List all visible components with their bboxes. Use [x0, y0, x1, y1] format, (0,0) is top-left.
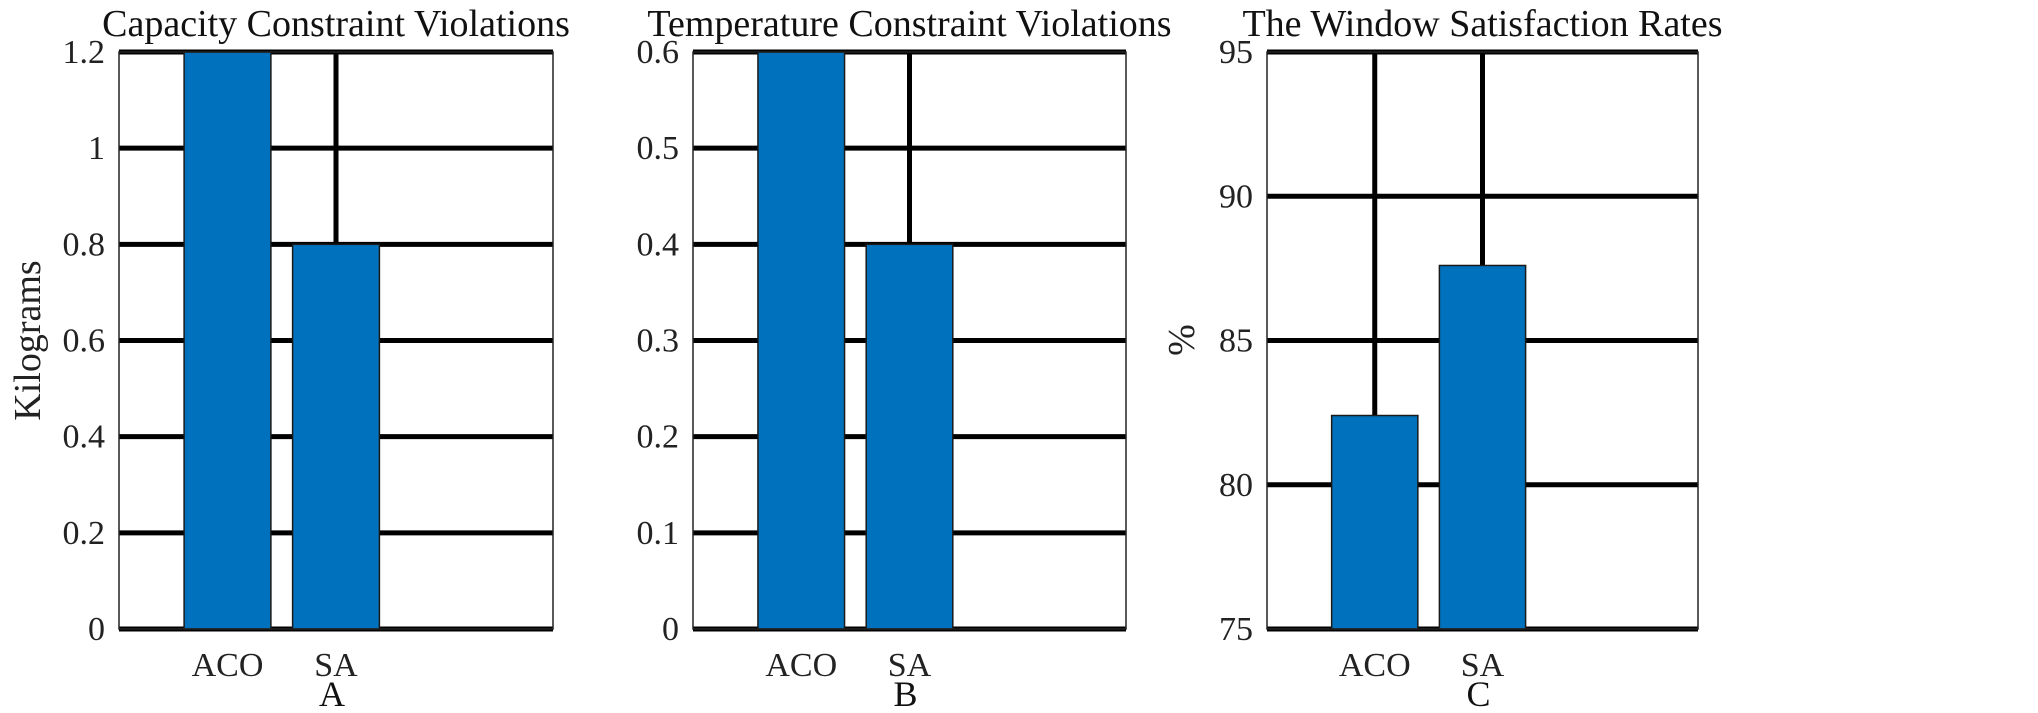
x-tick-label: SA	[314, 647, 358, 684]
y-tick-label: 0.2	[637, 419, 680, 456]
chart-title: Capacity Constraint Violations	[102, 3, 570, 45]
bar-sa	[291, 243, 381, 630]
y-tick-label: 0.6	[637, 34, 680, 71]
y-tick-label: 1.2	[63, 34, 106, 71]
y-axis-label: Kilograms	[7, 260, 49, 420]
y-tick-label: 85	[1219, 323, 1253, 360]
chart-panel-c: 75 80 85 90 95 ACO SA The Window Satisfaction R…	[1161, 3, 1723, 713]
bar-sa	[1438, 264, 1527, 630]
x-tick-label: ACO	[1339, 647, 1411, 684]
y-tick-label: 0.1	[637, 515, 680, 552]
x-axis-label: A	[319, 674, 345, 713]
y-tick-label: 0.8	[63, 226, 106, 263]
y-tick-label: 90	[1219, 178, 1253, 215]
bar-aco	[757, 51, 846, 630]
y-tick-label: 75	[1219, 611, 1253, 648]
y-tick-label: 0.4	[637, 226, 680, 263]
chart-title: Temperature Constraint Violations	[647, 3, 1171, 45]
y-tick-label: 0.5	[637, 130, 680, 167]
x-tick-label: SA	[1461, 647, 1505, 684]
y-tick-label: 0.3	[637, 323, 680, 360]
y-tick-label: 0.2	[63, 515, 106, 552]
y-tick-label: 0.6	[63, 323, 106, 360]
x-axis-label: B	[893, 674, 917, 713]
chart-panel-a: 0 0.2 0.4 0.6 0.8 1 1.2 ACO SA Capacity Constrain…	[7, 3, 570, 713]
bar-aco	[1330, 414, 1419, 630]
chart-title: The Window Satisfaction Rates	[1242, 3, 1722, 45]
y-tick-label: 1	[88, 130, 105, 167]
chart-panel-b: 0 0.1 0.2 0.3 0.4 0.5 0.6 ACO SA Temperature Cons…	[637, 3, 1172, 713]
axes-box	[1266, 51, 1699, 630]
y-axis-label: %	[1161, 324, 1203, 356]
x-tick-label: ACO	[765, 647, 837, 684]
y-tick-label: 0	[662, 611, 679, 648]
bar-aco	[183, 51, 272, 630]
y-tick-label: 95	[1219, 34, 1253, 71]
x-axis-label: C	[1466, 674, 1490, 713]
axes-box	[118, 51, 554, 630]
bar-sa	[865, 243, 954, 630]
x-tick-label: SA	[888, 647, 932, 684]
x-tick-label: ACO	[192, 647, 264, 684]
y-tick-label: 0.4	[63, 419, 106, 456]
y-tick-label: 0	[88, 611, 105, 648]
axes-box	[692, 51, 1127, 630]
y-tick-label: 80	[1219, 467, 1253, 504]
